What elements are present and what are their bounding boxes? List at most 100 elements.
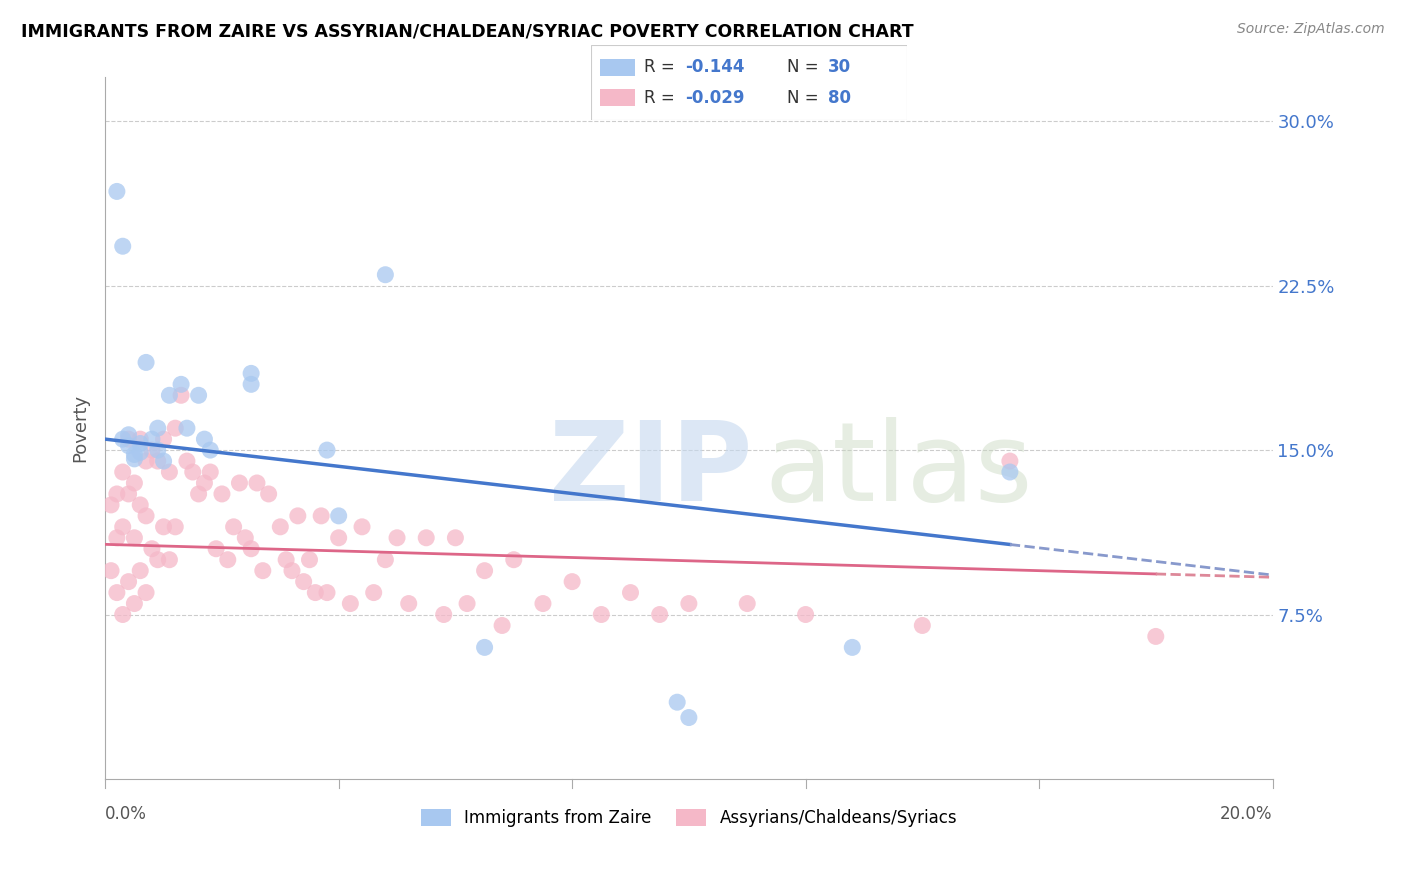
Point — [398, 597, 420, 611]
Point — [129, 432, 152, 446]
Point — [117, 574, 139, 589]
Point — [124, 475, 146, 490]
Point — [157, 465, 180, 479]
Point — [100, 564, 122, 578]
Point — [135, 454, 157, 468]
Point — [211, 487, 233, 501]
Legend: Immigrants from Zaire, Assyrians/Chaldeans/Syriacs: Immigrants from Zaire, Assyrians/Chaldea… — [413, 802, 965, 834]
Point — [152, 520, 174, 534]
Point — [105, 487, 128, 501]
Point — [911, 618, 934, 632]
Point — [374, 268, 396, 282]
Point — [363, 585, 385, 599]
Point — [200, 443, 222, 458]
Point — [146, 552, 169, 566]
Point — [474, 640, 496, 655]
Point — [146, 421, 169, 435]
Point — [157, 388, 180, 402]
Point — [292, 574, 315, 589]
Point — [281, 564, 304, 578]
Point — [269, 520, 291, 534]
Point — [129, 436, 152, 450]
Point — [200, 465, 222, 479]
Point — [222, 520, 245, 534]
Text: IMMIGRANTS FROM ZAIRE VS ASSYRIAN/CHALDEAN/SYRIAC POVERTY CORRELATION CHART: IMMIGRANTS FROM ZAIRE VS ASSYRIAN/CHALDE… — [21, 22, 914, 40]
Point — [233, 531, 256, 545]
Point — [240, 367, 263, 381]
Point — [105, 531, 128, 545]
Point — [141, 541, 163, 556]
FancyBboxPatch shape — [591, 45, 907, 120]
Point — [187, 388, 209, 402]
Point — [111, 465, 134, 479]
Point — [998, 465, 1021, 479]
Point — [152, 432, 174, 446]
Point — [193, 475, 215, 490]
Point — [105, 585, 128, 599]
Point — [117, 487, 139, 501]
Point — [176, 454, 198, 468]
Point — [794, 607, 817, 622]
Point — [217, 552, 239, 566]
Point — [193, 432, 215, 446]
Point — [146, 454, 169, 468]
Text: R =: R = — [644, 88, 681, 107]
Point — [100, 498, 122, 512]
Point — [287, 508, 309, 523]
Point — [240, 541, 263, 556]
Point — [176, 421, 198, 435]
Point — [117, 432, 139, 446]
Point — [678, 597, 700, 611]
Point — [124, 451, 146, 466]
Point — [105, 185, 128, 199]
Point — [129, 498, 152, 512]
Point — [141, 432, 163, 446]
Point — [205, 541, 228, 556]
Point — [228, 475, 250, 490]
Point — [444, 531, 467, 545]
Point — [240, 377, 263, 392]
Point — [135, 585, 157, 599]
Point — [309, 508, 332, 523]
Point — [374, 552, 396, 566]
Point — [561, 574, 583, 589]
Point — [165, 421, 187, 435]
Point — [152, 454, 174, 468]
Text: atlas: atlas — [765, 417, 1033, 524]
Point — [129, 564, 152, 578]
Text: -0.029: -0.029 — [686, 88, 745, 107]
Text: ZIP: ZIP — [548, 417, 752, 524]
Point — [678, 710, 700, 724]
Point — [841, 640, 863, 655]
Point — [491, 618, 513, 632]
Text: N =: N = — [787, 58, 824, 77]
Point — [111, 432, 134, 446]
Text: 30: 30 — [828, 58, 851, 77]
Point — [415, 531, 437, 545]
Point — [316, 443, 339, 458]
Point — [135, 508, 157, 523]
Point — [124, 597, 146, 611]
Point — [531, 597, 554, 611]
Point — [735, 597, 758, 611]
Point — [1144, 629, 1167, 643]
Point — [591, 607, 613, 622]
Text: -0.144: -0.144 — [686, 58, 745, 77]
Point — [339, 597, 361, 611]
Point — [304, 585, 326, 599]
Point — [111, 520, 134, 534]
Point — [276, 552, 298, 566]
Point — [157, 552, 180, 566]
Point — [117, 427, 139, 442]
Point — [328, 531, 350, 545]
Point — [170, 388, 193, 402]
Point — [433, 607, 456, 622]
Point — [316, 585, 339, 599]
Point — [141, 443, 163, 458]
FancyBboxPatch shape — [600, 89, 636, 106]
Point — [170, 377, 193, 392]
Y-axis label: Poverty: Poverty — [72, 394, 89, 462]
Point — [502, 552, 524, 566]
Point — [474, 564, 496, 578]
Point — [385, 531, 408, 545]
